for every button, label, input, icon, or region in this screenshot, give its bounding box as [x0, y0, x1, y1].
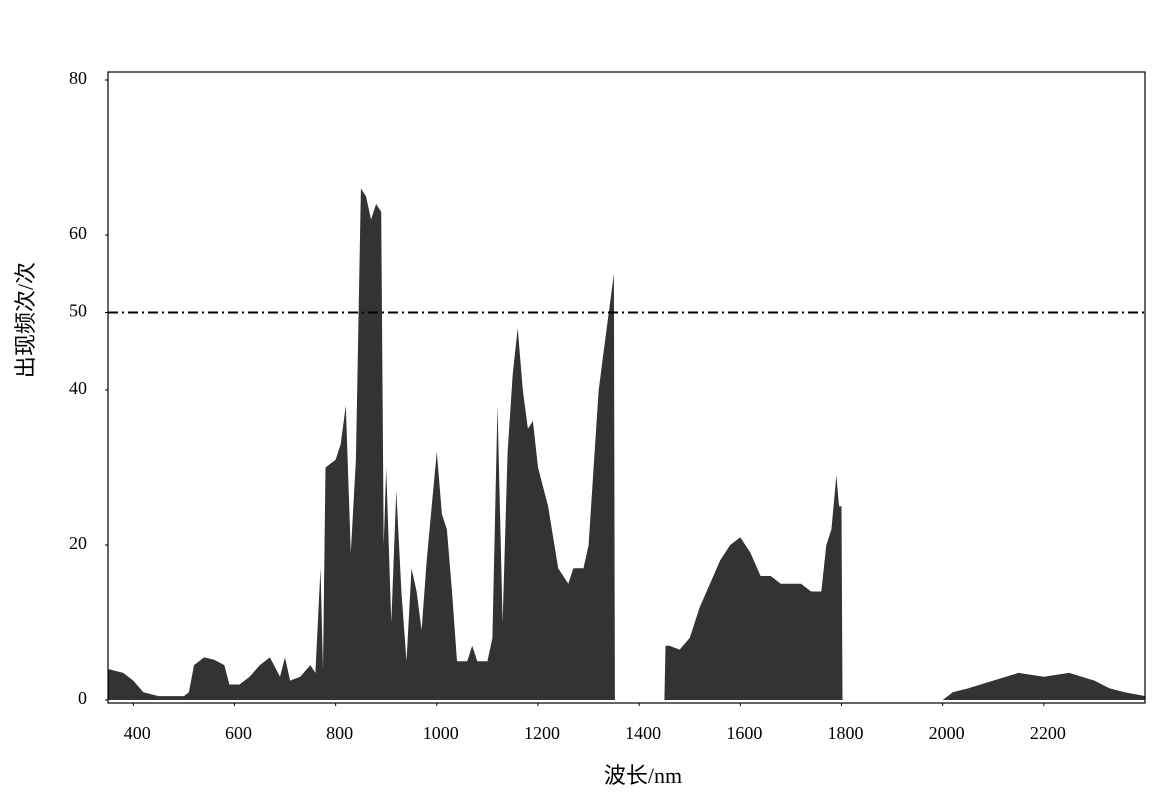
x-tick-label: 1000 — [423, 723, 459, 743]
x-axis-title: 波长/nm — [604, 763, 682, 788]
x-tick-label: 2000 — [929, 723, 965, 743]
y-tick-label: 0 — [78, 688, 87, 708]
y-axis-title: 出现频次/次 — [13, 262, 38, 378]
y-tick-label: 80 — [69, 68, 87, 88]
x-tick-label: 1800 — [827, 723, 863, 743]
y-tick-label: 20 — [69, 533, 87, 553]
x-tick-label: 1200 — [524, 723, 560, 743]
y-tick-label: 40 — [69, 378, 87, 398]
x-tick-label: 1600 — [726, 723, 762, 743]
x-tick-label: 1400 — [625, 723, 661, 743]
y-tick-label: 50 — [69, 301, 87, 321]
x-tick-label: 2200 — [1030, 723, 1066, 743]
x-tick-label: 400 — [124, 723, 151, 743]
x-tick-label: 600 — [225, 723, 252, 743]
x-tick-label: 800 — [326, 723, 353, 743]
plot-frame — [107, 71, 1146, 704]
y-tick-label: 60 — [69, 223, 87, 243]
area — [108, 188, 1145, 700]
